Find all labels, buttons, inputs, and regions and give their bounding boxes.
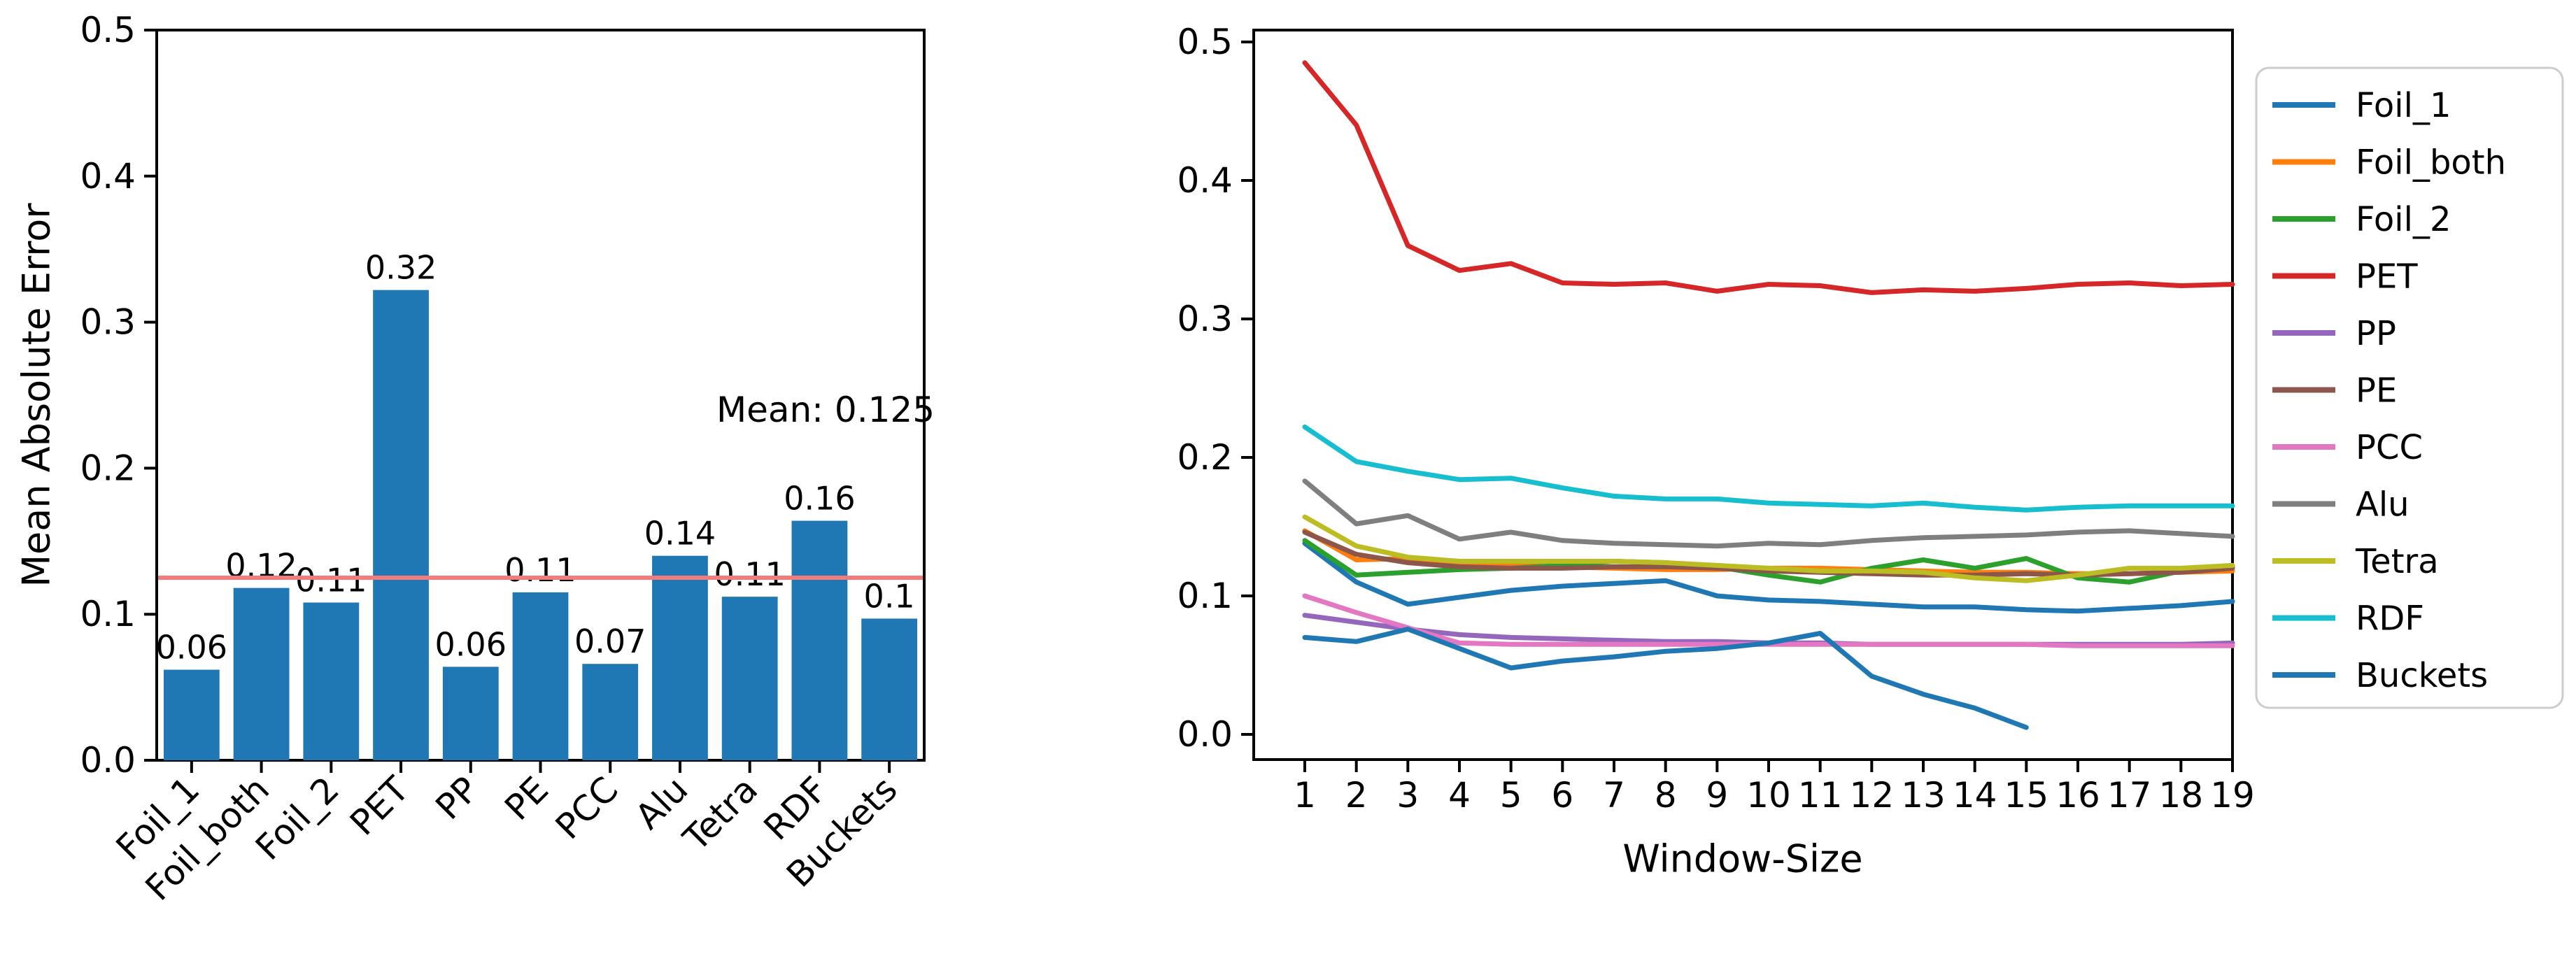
right-plot-frame [1252, 29, 2234, 761]
bar-value-label: 0.11 [714, 555, 785, 593]
right-x-tick-label: 5 [1500, 775, 1522, 816]
right-x-tick-label: 16 [2055, 775, 2100, 816]
left-y-tick-label: 0.0 [80, 740, 136, 781]
right-x-tick-label: 8 [1655, 775, 1677, 816]
bar-value-label: 0.06 [435, 625, 507, 663]
right-x-tick-label: 12 [1850, 775, 1895, 816]
line-Buckets [1302, 627, 2029, 730]
line-Foil_1 [1302, 541, 2235, 614]
category-label-PCC: PCC [548, 769, 626, 847]
left-y-tick-label: 0.2 [80, 448, 136, 488]
left-y-tick-label: 0.5 [80, 10, 136, 50]
bar-Buckets [861, 618, 918, 760]
mean-annotation: Mean: 0.125 [716, 390, 935, 430]
right-y-tick-label: 0.1 [1177, 576, 1233, 616]
right-y-tick-label: 0.3 [1177, 299, 1233, 339]
legend-label-Tetra: Tetra [2355, 542, 2439, 581]
legend-box [2255, 66, 2564, 709]
legend-label-RDF: RDF [2356, 599, 2424, 639]
legend-label-PE: PE [2356, 371, 2397, 411]
right-y-tick-label: 0.0 [1177, 714, 1233, 755]
legend-label-PCC: PCC [2356, 428, 2423, 467]
right-x-tick-label: 11 [1798, 775, 1843, 816]
bar-value-label: 0.16 [784, 480, 855, 518]
bar-value-label: 0.06 [156, 629, 227, 667]
bar-PE [512, 592, 569, 760]
legend-label-Alu: Alu [2356, 485, 2409, 525]
bar-Tetra [721, 597, 778, 760]
bar-value-label: 0.11 [295, 561, 367, 599]
right-x-tick-label: 10 [1746, 775, 1791, 816]
bar-value-label: 0.11 [504, 551, 576, 589]
line-RDF [1302, 424, 2235, 513]
line-Foil_2 [1302, 538, 2235, 585]
bar-value-label: 0.14 [644, 515, 716, 553]
right-x-tick-label: 3 [1396, 775, 1419, 816]
bar-Foil_both [233, 588, 290, 760]
category-label-Tetra: Tetra [675, 769, 765, 859]
bar-Foil_2 [303, 602, 360, 760]
legend-label-Buckets: Buckets [2356, 656, 2488, 695]
right-x-tick-label: 15 [2004, 775, 2049, 816]
right-y-tick-label: 0.4 [1177, 160, 1233, 201]
bar-RDF [791, 520, 848, 760]
category-label-PET: PET [342, 769, 417, 843]
left-chart-ylabel: Mean Absolute Error [14, 203, 59, 588]
right-x-tick-label: 17 [2107, 775, 2152, 816]
left-y-tick-label: 0.3 [80, 302, 136, 343]
legend-label-Foil_2: Foil_2 [2356, 200, 2451, 239]
legend-label-PP: PP [2356, 314, 2396, 353]
right-x-tick-label: 13 [1901, 775, 1946, 816]
left-y-tick-label: 0.4 [80, 156, 136, 197]
legend-label-Foil_both: Foil_both [2356, 143, 2506, 183]
line-PET [1302, 60, 2235, 295]
category-label-PP: PP [428, 769, 487, 827]
right-x-tick-label: 1 [1294, 775, 1316, 816]
line-PCC [1302, 593, 2235, 648]
right-x-tick-label: 4 [1448, 775, 1471, 816]
bar-PET [373, 290, 429, 760]
right-x-tick-label: 9 [1706, 775, 1728, 816]
line-Alu [1302, 478, 2235, 549]
right-x-tick-label: 6 [1551, 775, 1573, 816]
bar-value-label: 0.32 [365, 249, 437, 287]
bar-value-label: 0.1 [864, 577, 915, 615]
right-x-tick-label: 7 [1603, 775, 1625, 816]
legend-label-Foil_1: Foil_1 [2356, 86, 2451, 125]
bar-value-label: 0.07 [574, 622, 646, 660]
right-chart-xlabel: Window-Size [1622, 836, 1863, 881]
line-Tetra [1302, 514, 2235, 583]
category-label-PE: PE [497, 769, 556, 828]
right-x-tick-label: 18 [2159, 775, 2204, 816]
bar-Alu [652, 555, 708, 760]
right-y-tick-label: 0.2 [1177, 437, 1233, 478]
right-x-tick-label: 19 [2210, 775, 2255, 816]
left-y-tick-label: 0.1 [80, 594, 136, 634]
legend-label-PET: PET [2356, 257, 2418, 297]
right-x-tick-label: 14 [1953, 775, 1997, 816]
bar-PP [442, 667, 499, 760]
right-y-tick-label: 0.5 [1177, 22, 1233, 62]
bar-Foil_1 [163, 669, 220, 760]
bar-PCC [582, 664, 639, 760]
right-x-tick-label: 2 [1345, 775, 1368, 816]
